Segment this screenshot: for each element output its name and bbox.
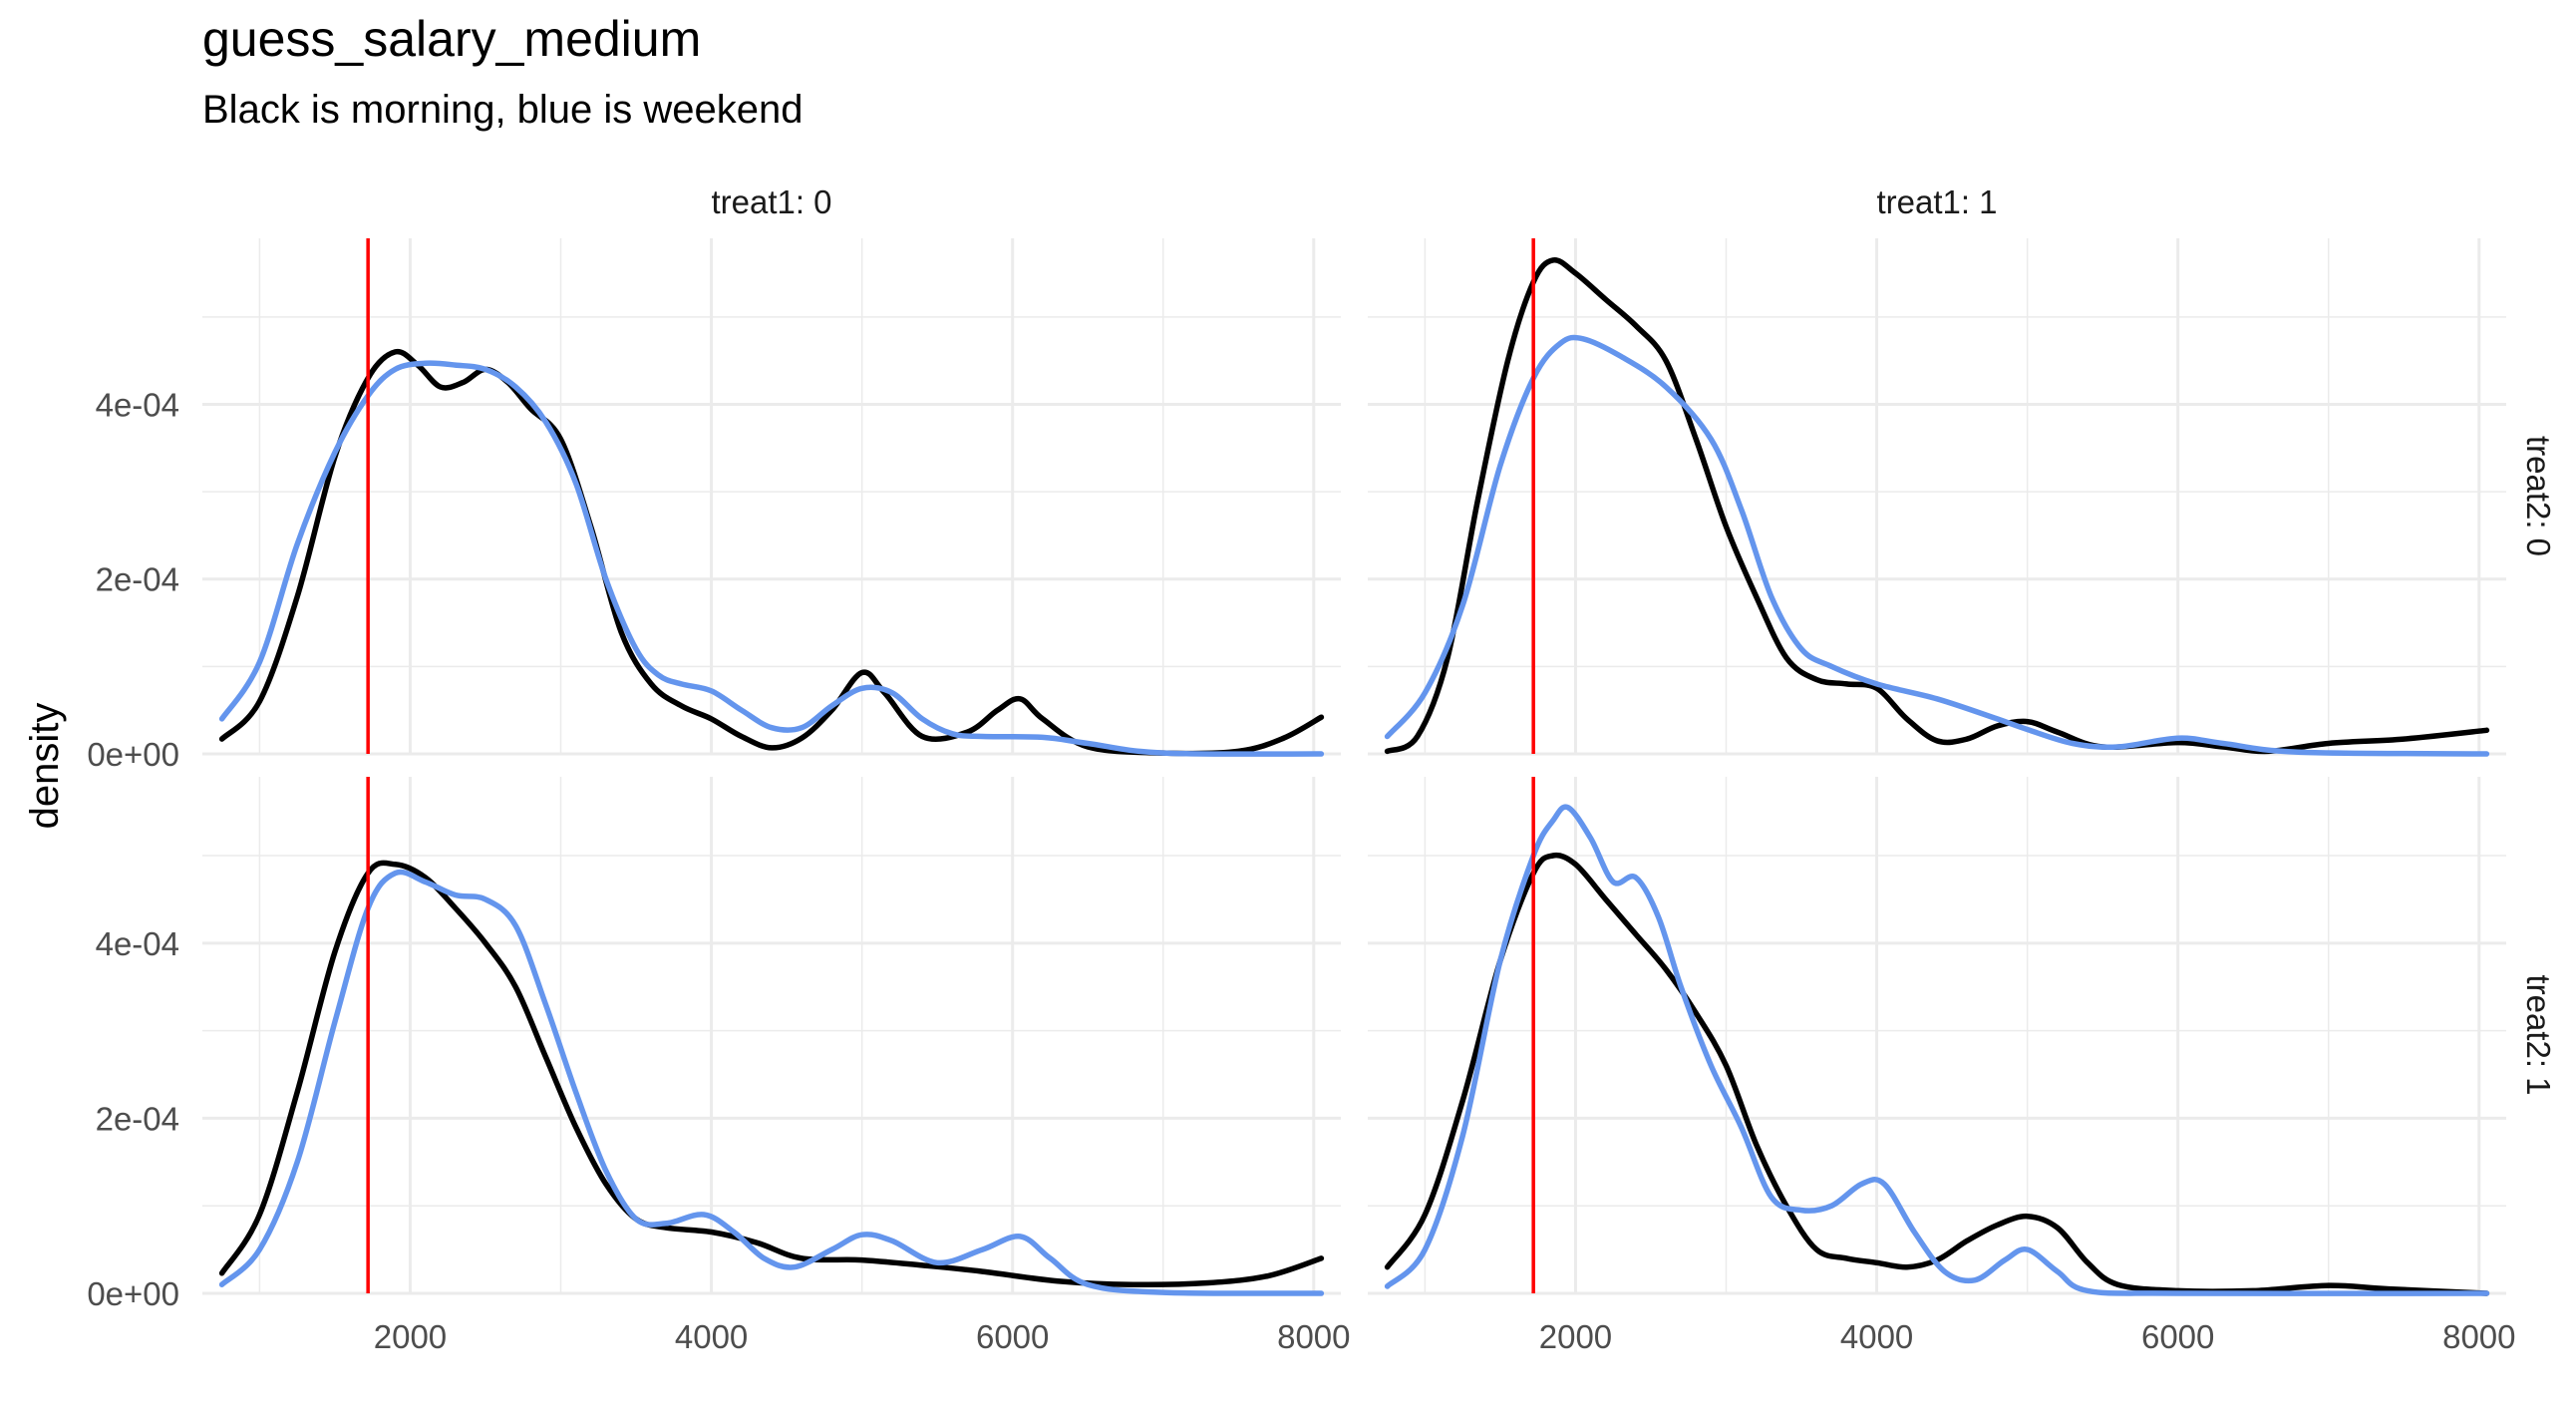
density-line-black: [1384, 852, 2490, 1296]
y-axis-title: density: [23, 703, 67, 830]
x-tick-label: 6000: [2141, 1318, 2214, 1355]
y-tick-label: 0e+00: [87, 736, 179, 773]
y-tick-label: 2e-04: [96, 1100, 179, 1137]
density-line-blue: [218, 360, 1325, 757]
x-tick-label: 4000: [675, 1318, 748, 1355]
y-tick-label: 4e-04: [96, 386, 179, 423]
x-tick-label: 8000: [1277, 1318, 1350, 1355]
density-line-black: [218, 860, 1325, 1288]
y-tick-label: 0e+00: [87, 1275, 179, 1312]
x-tick-label: 6000: [976, 1318, 1049, 1355]
chart-subtitle: Black is morning, blue is weekend: [202, 88, 804, 132]
y-tick-label: 4e-04: [96, 925, 179, 962]
facet-label-col: treat1: 0: [711, 183, 831, 220]
x-tick-label: 8000: [2442, 1318, 2515, 1355]
density-line-blue: [1384, 804, 2490, 1296]
x-tick-label: 4000: [1840, 1318, 1913, 1355]
y-tick-label: 2e-04: [96, 561, 179, 598]
x-tick-label: 2000: [1539, 1318, 1612, 1355]
density-line-black: [1384, 257, 2490, 755]
facet-label-row: treat2: 0: [2520, 436, 2557, 556]
density-line-black: [218, 348, 1325, 757]
facet-label-row: treat2: 1: [2520, 974, 2557, 1095]
density-line-blue: [218, 869, 1325, 1296]
chart-title: guess_salary_medium: [202, 11, 702, 67]
x-tick-label: 2000: [374, 1318, 447, 1355]
density-line-blue: [1384, 334, 2490, 757]
facet-label-col: treat1: 1: [1876, 183, 1997, 220]
